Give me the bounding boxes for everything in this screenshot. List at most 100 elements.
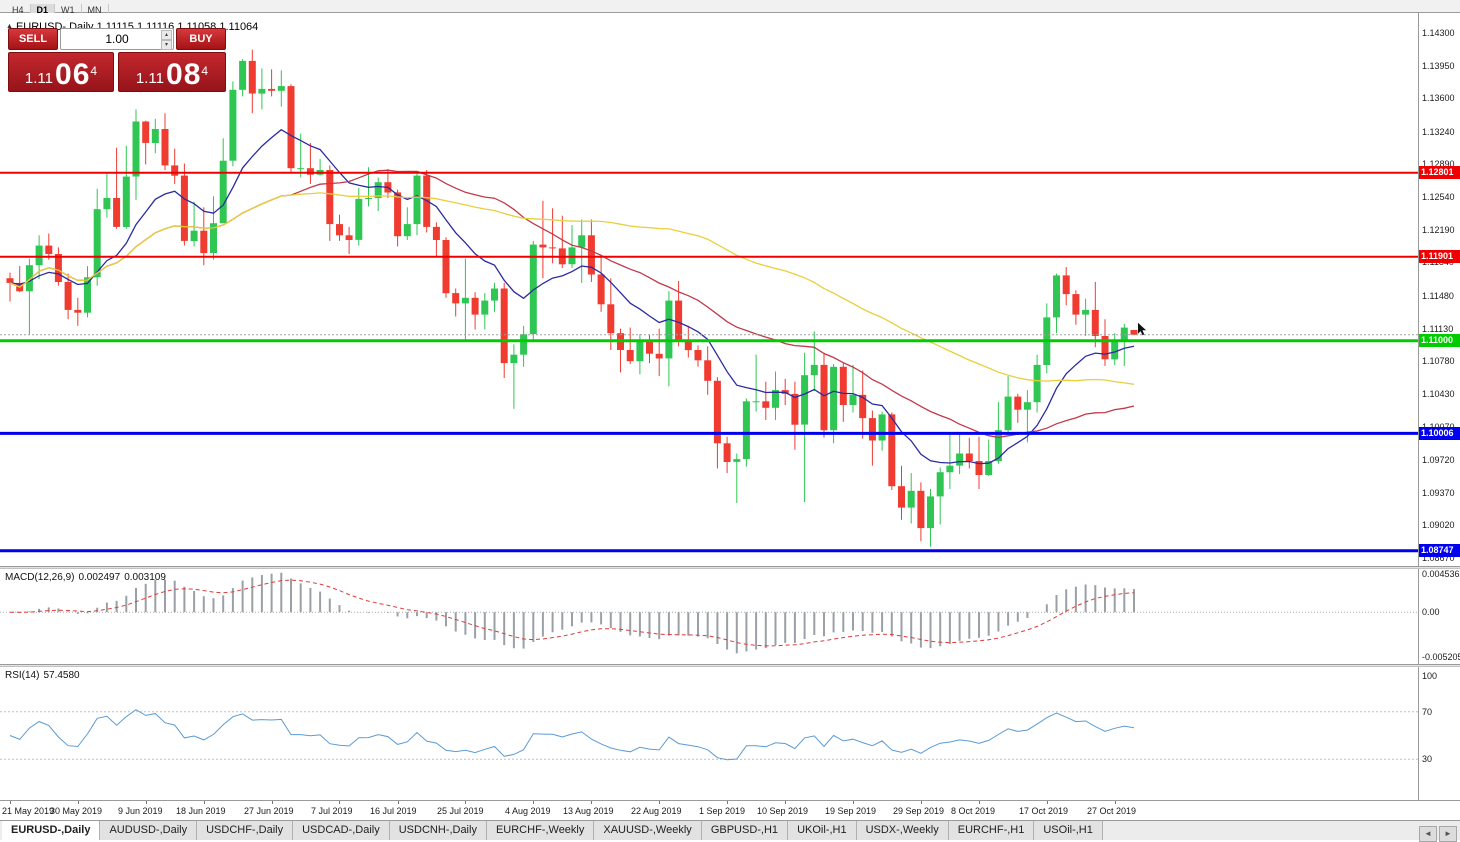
candle-body <box>539 244 547 248</box>
rsi-tick-label: 100 <box>1422 671 1438 681</box>
panel-splitter[interactable] <box>0 664 1460 667</box>
price-tick-label: 1.12190 <box>1422 225 1455 235</box>
rsi-tick-label: 30 <box>1422 754 1433 764</box>
price-tick-label: 1.09720 <box>1422 455 1455 465</box>
candle-body <box>1082 309 1090 315</box>
date-tick <box>659 801 660 804</box>
chart-tab-usdcnh-daily[interactable]: USDCNH-,Daily <box>389 821 487 840</box>
chart-tab-eurusd-daily[interactable]: EURUSD-,Daily <box>2 821 101 840</box>
candle-body <box>1101 336 1109 360</box>
panel-splitter[interactable] <box>0 566 1460 569</box>
chart-tab-gbpusd-h1[interactable]: GBPUSD-,H1 <box>701 821 789 840</box>
candle-body <box>839 366 847 405</box>
candle-body <box>461 297 469 304</box>
candle-body <box>355 198 363 240</box>
mouse-cursor-icon <box>1138 322 1147 336</box>
candle-body <box>1033 364 1041 403</box>
price-tick-label: 1.09370 <box>1422 488 1455 498</box>
candle-body <box>365 198 372 199</box>
chart-tab-usdx-weekly[interactable]: USDX-,Weekly <box>856 821 949 840</box>
date-label: 30 May 2019 <box>50 806 103 816</box>
date-label: 8 Oct 2019 <box>951 806 996 816</box>
candle-body <box>985 461 993 475</box>
price-tick-label: 1.09020 <box>1422 520 1455 530</box>
candle-body <box>93 209 101 278</box>
chart-tab-usdchf-daily[interactable]: USDCHF-,Daily <box>197 821 294 840</box>
timeframe-button-mn[interactable]: MN <box>82 4 109 16</box>
date-tick <box>272 801 273 804</box>
chart-tab-eurchf-weekly[interactable]: EURCHF-,Weekly <box>486 821 595 840</box>
rsi-label: RSI(14) 57.4580 <box>5 670 84 681</box>
spinner-down-icon[interactable]: ▾ <box>161 40 172 50</box>
timeframe-toolbar: H4 D1 W1 MN <box>0 0 1460 16</box>
date-label: 18 Jun 2019 <box>176 806 226 816</box>
macd-axis[interactable]: 0.004536 0.00 -0.005205 <box>1418 569 1460 664</box>
chart-tab-audusd-daily[interactable]: AUDUSD-,Daily <box>100 821 198 840</box>
candle-body <box>45 245 53 254</box>
level-price-label: 1.08747 <box>1419 544 1460 557</box>
lot-spinner[interactable]: ▴ ▾ <box>161 30 172 50</box>
candle-body <box>994 430 1002 461</box>
date-tick <box>146 801 147 804</box>
candle-body <box>520 334 528 355</box>
candle-body <box>742 401 750 460</box>
candle-body <box>1023 402 1031 410</box>
date-label: 10 Sep 2019 <box>757 806 809 816</box>
timeframe-button-w1[interactable]: W1 <box>55 4 82 16</box>
rsi-axis[interactable]: 100 70 30 <box>1418 667 1460 800</box>
time-axis[interactable]: 21 May 2019 30 May 2019 9 Jun 2019 18 Jun 2… <box>0 800 1460 820</box>
chart-tab-usdcad-daily[interactable]: USDCAD-,Daily <box>293 821 390 840</box>
chart-tab-usoil-h1[interactable]: USOil-,H1 <box>1034 821 1103 840</box>
candle-body <box>151 129 159 143</box>
lot-size-value: 1.00 <box>105 32 129 46</box>
lot-size-input[interactable]: 1.00 ▴ ▾ <box>60 28 174 50</box>
rsi-chart-svg[interactable] <box>0 667 1418 800</box>
candle-body <box>25 265 33 292</box>
candle-body <box>1062 275 1070 295</box>
date-tick <box>533 801 534 804</box>
price-axis[interactable]: 1.14300 1.13950 1.13600 1.13240 1.12890 1.125… <box>1418 13 1460 566</box>
macd-panel: MACD(12,26,9) 0.002497 0.003109 0.004536 0.… <box>0 569 1460 664</box>
timeframe-button-h4[interactable]: H4 <box>6 4 31 16</box>
candle-body <box>471 297 479 315</box>
date-tick <box>398 801 399 804</box>
date-tick <box>78 801 79 804</box>
date-label: 27 Oct 2019 <box>1087 806 1137 816</box>
chart-tab-eurchf-h1[interactable]: EURCHF-,H1 <box>948 821 1035 840</box>
spinner-up-icon[interactable]: ▴ <box>161 30 172 40</box>
candle-body <box>810 364 818 376</box>
price-chart-svg[interactable] <box>0 13 1418 566</box>
candle-body <box>907 490 915 508</box>
sell-price-display[interactable]: 1.11 06 4 <box>8 52 114 92</box>
one-click-trading-panel: SELL 1.00 ▴ ▾ BUY 1.11 06 4 1.11 08 4 <box>8 28 226 92</box>
date-tick <box>979 801 980 804</box>
price-tick-label: 1.12540 <box>1422 192 1455 202</box>
chart-tab-bar: EURUSD-,Daily AUDUSD-,Daily USDCHF-,Daily U… <box>0 820 1460 842</box>
tab-scroll-right-button[interactable]: ► <box>1439 826 1457 842</box>
buy-button[interactable]: BUY <box>176 28 226 50</box>
price-tick-label: 1.10780 <box>1422 356 1455 366</box>
ma-line-12 <box>9 128 1135 465</box>
date-tick <box>465 801 466 804</box>
buy-price-display[interactable]: 1.11 08 4 <box>118 52 226 92</box>
macd-value-signal: 0.003109 <box>124 572 166 583</box>
chart-tab-xauusd-weekly[interactable]: XAUUSD-,Weekly <box>594 821 702 840</box>
candle-body <box>413 175 421 225</box>
candle-body <box>888 414 896 487</box>
level-price-label: 1.10006 <box>1419 427 1460 440</box>
candle-body <box>859 394 867 419</box>
rsi-panel: RSI(14) 57.4580 100 70 30 <box>0 667 1460 800</box>
chart-tab-ukoil-h1[interactable]: UKOil-,H1 <box>788 821 857 840</box>
macd-chart-svg[interactable] <box>0 569 1418 664</box>
candle-body <box>1004 396 1012 431</box>
candle-body <box>723 443 731 462</box>
candle-body <box>1130 330 1138 335</box>
candle-body <box>1120 327 1128 341</box>
candle-body <box>229 89 237 161</box>
date-label: 21 May 2019 <box>2 806 55 816</box>
candle-body <box>878 414 886 441</box>
candle-body <box>578 235 586 248</box>
sell-button[interactable]: SELL <box>8 28 58 50</box>
candle-body <box>64 281 72 310</box>
candle-body <box>713 380 721 444</box>
